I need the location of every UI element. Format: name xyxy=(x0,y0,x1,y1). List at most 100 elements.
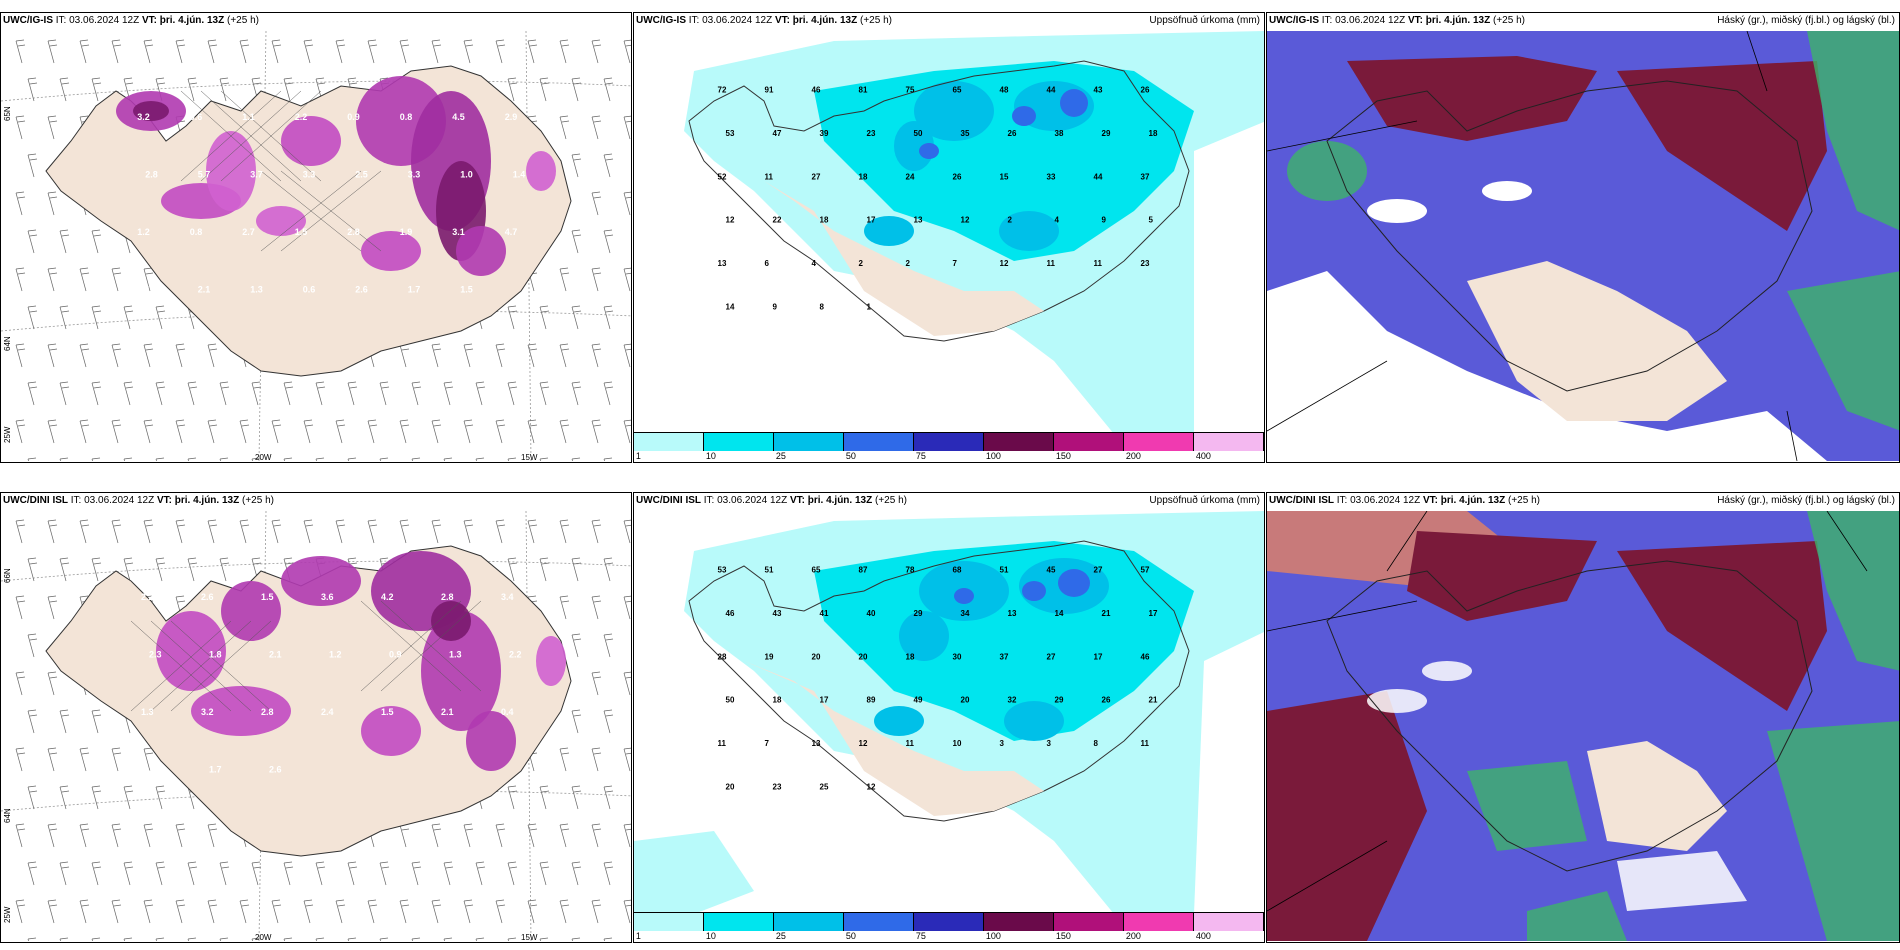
wind-barb xyxy=(123,861,134,886)
wind-barb xyxy=(603,381,614,406)
wind-barb xyxy=(411,861,422,886)
wind-barb xyxy=(571,381,582,406)
wind-barb xyxy=(431,899,442,924)
wind-barb xyxy=(15,343,26,368)
wind-barb xyxy=(79,899,90,924)
wind-barb xyxy=(59,77,70,102)
wind-barb xyxy=(623,519,631,544)
wind-barb xyxy=(475,381,486,406)
wind-barb xyxy=(335,899,346,924)
wind-barb xyxy=(219,457,229,461)
wind-barb xyxy=(399,823,410,848)
wind-barb xyxy=(539,77,550,102)
precip-value-label: 47 xyxy=(773,129,782,138)
precip-value-label: 1.5 xyxy=(381,707,394,717)
precip-value-label: 11 xyxy=(765,172,774,181)
legend-tick-label: 150 xyxy=(1055,931,1071,941)
precip-value-label: 1.9 xyxy=(400,227,413,237)
wind-barb xyxy=(187,937,197,941)
wind-barb xyxy=(623,191,631,216)
precip-value-label: 2.8 xyxy=(347,227,360,237)
precip-value-label: 72 xyxy=(718,86,727,95)
wind-barb xyxy=(507,381,518,406)
precip-value-label: 1.4 xyxy=(513,169,526,179)
precip-value-label: 23 xyxy=(773,782,782,791)
panel-r1-clouds: UWC/IG-IS IT: 03.06.2024 12Z VT: þri. 4.… xyxy=(1266,12,1900,463)
wind-barb xyxy=(15,115,26,140)
wind-barb xyxy=(507,785,518,810)
wind-barb xyxy=(559,115,570,140)
wind-barb xyxy=(431,419,442,444)
legend-tick-label: 100 xyxy=(985,451,1001,461)
wind-barb xyxy=(219,861,230,886)
wind-barb xyxy=(571,557,582,582)
precip-value-label: 46 xyxy=(726,609,735,618)
wind-barb xyxy=(47,899,58,924)
precip-value-label: 49 xyxy=(914,696,923,705)
precip-value-label: 44 xyxy=(1094,172,1103,181)
wind-barb xyxy=(571,709,582,734)
precip-value-label: 2.6 xyxy=(269,764,282,774)
wind-barb xyxy=(303,519,314,544)
precip-value-label: 52 xyxy=(718,172,727,181)
wind-barb xyxy=(59,785,70,810)
wind-barb xyxy=(143,343,154,368)
precip-value-label: 1.3 xyxy=(250,284,263,294)
wind-barb xyxy=(507,557,518,582)
wind-barb xyxy=(59,229,70,254)
precip-value-label: 13 xyxy=(1008,609,1017,618)
precip-blobs xyxy=(116,76,556,276)
wind-barb xyxy=(239,899,250,924)
precip-value-label: 12 xyxy=(1000,259,1009,268)
legend-tick-label: 10 xyxy=(705,931,716,941)
wind-barb xyxy=(143,419,154,444)
wind-barb xyxy=(623,595,631,620)
blue-cells xyxy=(919,89,1088,159)
wind-barb xyxy=(495,419,506,444)
precip-value-label: 1.5 xyxy=(460,284,473,294)
precip-value-label: 3.2 xyxy=(201,707,214,717)
wind-barb xyxy=(431,39,442,64)
wind-barb xyxy=(571,305,582,330)
wind-barb xyxy=(507,305,518,330)
precip-value-label: 1.2 xyxy=(137,227,150,237)
precip-value-label: 1.3 xyxy=(141,707,154,717)
precip-value-label: 25 xyxy=(820,782,829,791)
precip-value-label: 1.0 xyxy=(460,169,473,179)
wind-barb xyxy=(143,823,154,848)
wind-barb xyxy=(603,633,614,658)
wind-barb xyxy=(335,519,346,544)
precip-value-label: 2.8 xyxy=(441,592,454,602)
precip-value-label: 50 xyxy=(726,696,735,705)
precip-value-label: 2.2 xyxy=(141,592,154,602)
low-cloud xyxy=(1287,31,1899,431)
wind-barb xyxy=(335,419,346,444)
wind-barb xyxy=(143,899,154,924)
legend-swatch xyxy=(634,913,704,931)
precip-value-label: 3.3 xyxy=(303,169,316,179)
precip-value-label: 1.7 xyxy=(209,764,222,774)
wind-barb xyxy=(251,381,262,406)
precip-value-label: 2.3 xyxy=(149,649,162,659)
precip-value-label: 12 xyxy=(859,739,868,748)
lon-label-20w: 20W xyxy=(255,933,272,942)
precip-value-label: 34 xyxy=(961,609,970,618)
precip-value-label: 2.1 xyxy=(198,284,211,294)
precip-value-label: 6 xyxy=(765,259,770,268)
wind-barb xyxy=(559,747,570,772)
wind-barb xyxy=(239,419,250,444)
panel-subtitle: Uppsöfnuð úrkoma (mm) xyxy=(1149,15,1260,26)
precip-value-label: 2.2 xyxy=(295,112,308,122)
precip-value-label: 28 xyxy=(718,652,727,661)
precip-value-label: 1.1 xyxy=(242,112,255,122)
precip-value-label: 22 xyxy=(773,216,782,225)
panel-subtitle: Háský (gr.), miðský (fj.bl.) og lágský (… xyxy=(1717,15,1895,26)
wind-barb xyxy=(527,899,538,924)
wind-barb xyxy=(251,937,261,941)
wind-barb xyxy=(47,419,58,444)
legend-swatch xyxy=(634,433,704,451)
